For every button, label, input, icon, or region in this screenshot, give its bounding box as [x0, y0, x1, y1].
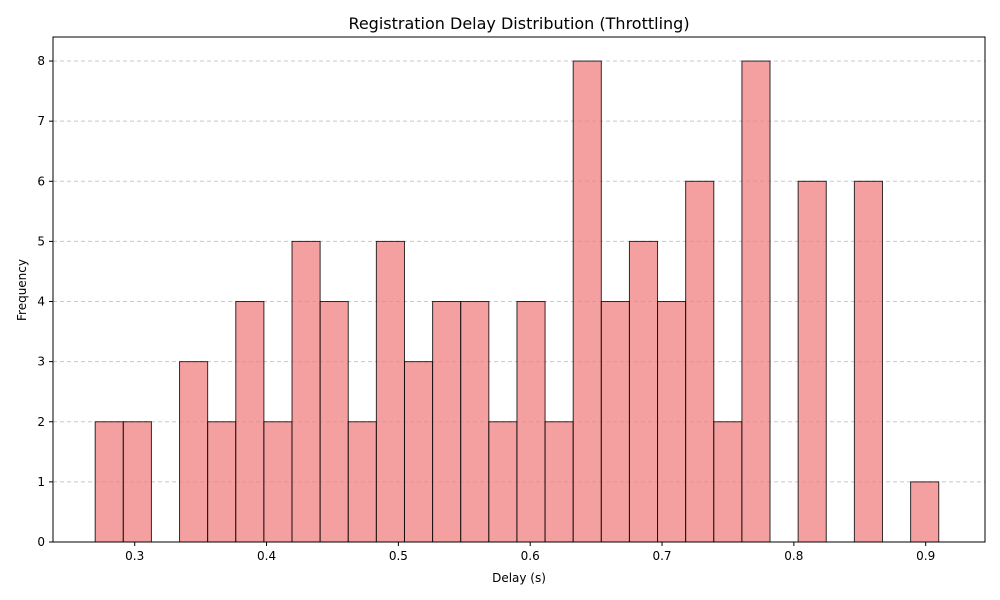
x-tick-label: 0.3	[125, 549, 144, 563]
histogram-bar	[179, 361, 209, 543]
histogram-bar	[122, 421, 152, 543]
x-tick-label: 0.6	[521, 549, 540, 563]
x-tick-label: 0.7	[652, 549, 671, 563]
histogram-bar	[853, 180, 883, 543]
y-tick-label: 5	[37, 234, 45, 248]
histogram-bar	[713, 421, 743, 543]
y-tick-label: 6	[37, 174, 45, 188]
histogram-bar	[685, 180, 715, 543]
histogram-bar	[572, 60, 602, 543]
histogram-bar	[657, 301, 687, 543]
plot-frame	[52, 36, 986, 543]
histogram-bar	[628, 240, 659, 543]
y-tick-label: 3	[37, 355, 45, 369]
chart-title: Registration Delay Distribution (Throttl…	[348, 14, 689, 33]
histogram-bar	[460, 301, 490, 543]
x-tick-label: 0.8	[784, 549, 803, 563]
histogram-bar	[516, 301, 546, 543]
y-tick-label: 8	[37, 54, 45, 68]
y-axis-label: Frequency	[15, 259, 29, 321]
y-tick-label: 0	[37, 535, 45, 549]
histogram-bar	[263, 421, 293, 543]
x-axis-label: Delay (s)	[492, 571, 546, 585]
histogram-bar	[207, 421, 237, 543]
histogram-bar	[600, 301, 630, 543]
histogram-bar	[375, 240, 405, 543]
x-tick-label: 0.4	[257, 549, 276, 563]
histogram-bar	[319, 301, 349, 543]
x-tick-label: 0.5	[389, 549, 408, 563]
x-tick-label: 0.9	[916, 549, 935, 563]
histogram-bar	[347, 421, 377, 543]
histogram-bar	[544, 421, 574, 543]
histogram-bar	[432, 301, 462, 543]
y-axis-ticks: 0 1 2 3 4 5 6 7 8	[37, 54, 53, 549]
histogram-bar	[910, 481, 940, 543]
y-tick-label: 1	[37, 475, 45, 489]
histogram-bar	[741, 60, 771, 543]
y-tick-label: 4	[37, 295, 45, 309]
histogram-bar	[797, 180, 827, 543]
x-axis-ticks: 0.3 0.4 0.5 0.6 0.7 0.8 0.9	[125, 542, 935, 563]
bars	[94, 60, 940, 543]
histogram-bar	[94, 421, 124, 543]
histogram-bar	[403, 361, 434, 543]
y-tick-label: 7	[37, 114, 45, 128]
y-tick-label: 2	[37, 415, 45, 429]
histogram-bar	[235, 301, 265, 543]
histogram-bar	[291, 240, 321, 543]
histogram-bar	[488, 421, 518, 543]
